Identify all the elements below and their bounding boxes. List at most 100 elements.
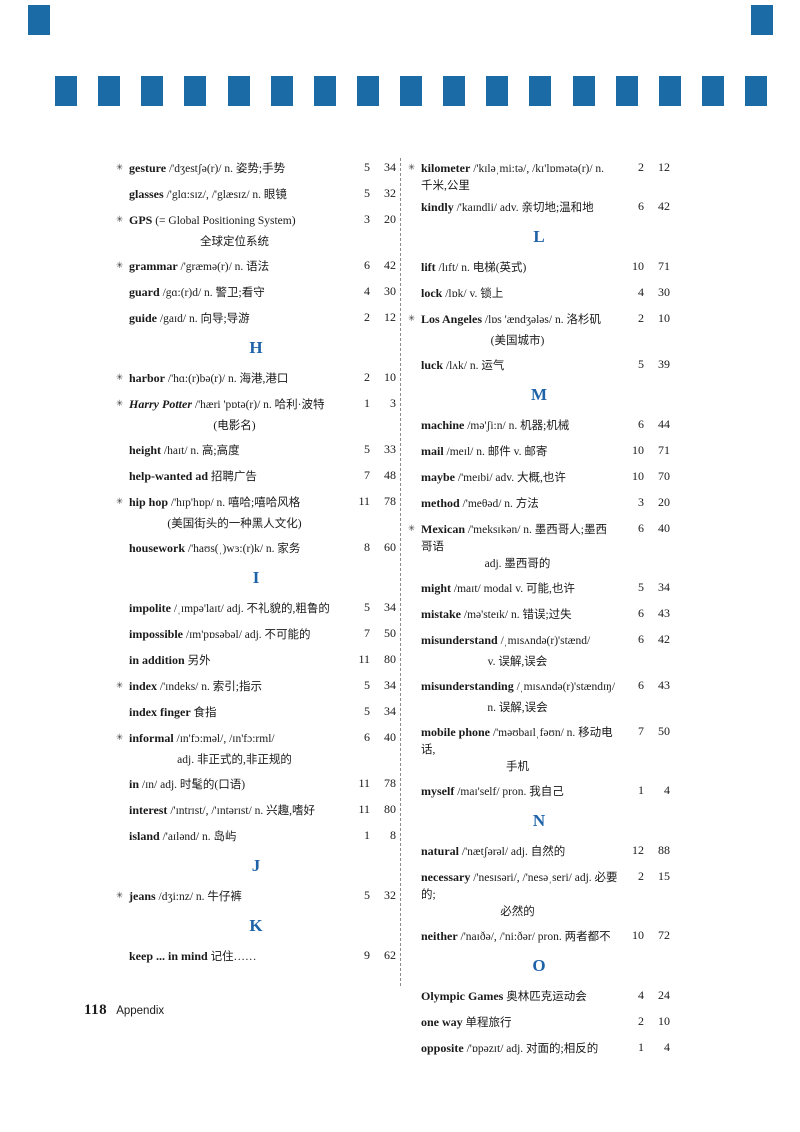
entry-text: lift /lɪft/ n. 电梯(英式) xyxy=(421,259,622,276)
entry-definition: /'məʊbaɪlˌfəʊn/ n. 移动电话, xyxy=(421,727,613,756)
entry-text: might /maɪt/ modal v. 可能,也许 xyxy=(421,580,622,597)
entry-unit-number: 1 xyxy=(638,1040,644,1054)
entry-numbers: 5 34 xyxy=(348,600,396,615)
entry-word: method xyxy=(421,496,460,510)
entry-definition: (= Global Positioning System) xyxy=(152,215,296,227)
entry-unit-number: 2 xyxy=(638,869,644,883)
entry-unit-number: 7 xyxy=(364,626,370,640)
entry-text: necessary /'nesɪsəri/, /'nesəˌseri/ adj.… xyxy=(421,869,622,903)
entry-page-number: 40 xyxy=(658,521,670,535)
entry-row: index finger 食指 5 34 xyxy=(116,699,396,725)
glossary-entry: height /haɪt/ n. 高;高度 5 33 xyxy=(116,437,396,463)
entry-row: lift /lɪft/ n. 电梯(英式) 10 71 xyxy=(408,254,670,280)
entry-row: might /maɪt/ modal v. 可能,也许 5 34 xyxy=(408,575,670,601)
entry-word: mistake xyxy=(421,607,461,621)
entry-unit-number: 11 xyxy=(358,776,370,790)
entry-text: hip hop /'hɪp'hɒp/ n. 嘻哈;嘻哈风格 xyxy=(129,494,348,511)
entry-unit-number: 5 xyxy=(364,600,370,614)
entry-definition: /'ɪndeks/ n. 索引;指示 xyxy=(157,681,262,693)
entry-word: misunderstanding xyxy=(421,679,514,693)
entry-definition: 招聘广告 xyxy=(208,471,257,483)
entry-word: one way xyxy=(421,1015,463,1029)
entry-word: keep ... in mind xyxy=(129,949,208,963)
entry-word: kindly xyxy=(421,200,454,214)
star-icon: ✳ xyxy=(116,162,124,172)
entry-unit-number: 11 xyxy=(358,494,370,508)
entry-unit-number: 10 xyxy=(632,443,644,457)
entry-page-number: 72 xyxy=(658,928,670,942)
entry-page-number: 78 xyxy=(384,494,396,508)
entry-page-number: 70 xyxy=(658,469,670,483)
glossary-entry: in /ɪn/ adj. 时髦的(口语) 11 78 xyxy=(116,771,396,797)
entry-numbers: 5 33 xyxy=(348,442,396,457)
entry-text: in /ɪn/ adj. 时髦的(口语) xyxy=(129,776,348,793)
glossary-entry: lift /lɪft/ n. 电梯(英式) 10 71 xyxy=(408,254,670,280)
entry-row: neither /'naɪðə/, /'ni:ðər/ pron. 两者都不 10… xyxy=(408,923,670,949)
entry-page-number: 10 xyxy=(384,370,396,384)
entry-word: housework xyxy=(129,541,186,555)
entry-text: index /'ɪndeks/ n. 索引;指示 xyxy=(129,678,348,695)
footer-page-number: 118 xyxy=(84,1002,108,1018)
entry-text: gesture /'dʒestʃə(r)/ n. 姿势;手势 xyxy=(129,160,348,177)
banner-square xyxy=(356,76,379,106)
entry-unit-number: 10 xyxy=(632,469,644,483)
entry-unit-number: 10 xyxy=(632,259,644,273)
entry-page-number: 80 xyxy=(384,802,396,816)
entry-numbers: 2 10 xyxy=(622,311,670,326)
entry-definition: 记住…… xyxy=(207,951,257,963)
entry-definition: /'aɪlənd/ n. 岛屿 xyxy=(159,831,237,843)
section-letter: M xyxy=(530,385,548,404)
entry-word: opposite xyxy=(421,1041,464,1055)
entry-text: opposite /'ɒpəzɪt/ adj. 对面的;相反的 xyxy=(421,1040,622,1057)
glossary-entry: housework /'haʊs(ˌ)wɜ:(r)k/ n. 家务 8 60 xyxy=(116,535,396,561)
entry-unit-number: 9 xyxy=(364,948,370,962)
column-divider xyxy=(400,158,401,986)
entry-unit-number: 4 xyxy=(364,284,370,298)
glossary-entry: myself /maɪ'self/ pron. 我自己 1 4 xyxy=(408,778,670,804)
entry-page-number: 43 xyxy=(658,606,670,620)
glossary-entry: ✳ gesture /'dʒestʃə(r)/ n. 姿势;手势 5 34 xyxy=(116,155,396,181)
entry-numbers: 11 80 xyxy=(348,802,396,817)
star-icon: ✳ xyxy=(116,260,124,270)
entry-numbers: 6 40 xyxy=(622,521,670,536)
entry-unit-number: 3 xyxy=(638,495,644,509)
footer-label: Appendix xyxy=(116,1005,165,1017)
entry-row: island /'aɪlənd/ n. 岛屿 1 8 xyxy=(116,823,396,849)
entry-row: one way 单程旅行 2 10 xyxy=(408,1009,670,1035)
banner-square xyxy=(313,76,336,106)
glossary-entry: keep ... in mind 记住…… 9 62 xyxy=(116,943,396,969)
entry-row: natural /'nætʃərəl/ adj. 自然的 12 88 xyxy=(408,838,670,864)
section-letter: J xyxy=(251,856,261,875)
entry-page-number: 40 xyxy=(384,730,396,744)
entry-word: guard xyxy=(129,285,160,299)
entry-unit-number: 5 xyxy=(364,160,370,174)
entry-numbers: 2 12 xyxy=(622,160,670,175)
entry-page-number: 3 xyxy=(390,396,396,410)
star-icon: ✳ xyxy=(408,313,416,323)
entry-row: kindly /'kaɪndli/ adv. 亲切地;温和地 6 42 xyxy=(408,194,670,220)
glossary-entry: mail /meɪl/ n. 邮件 v. 邮寄 10 71 xyxy=(408,438,670,464)
entry-unit-number: 1 xyxy=(364,828,370,842)
entry-word: lift xyxy=(421,260,436,274)
entry-numbers: 11 78 xyxy=(348,776,396,791)
entry-unit-number: 7 xyxy=(364,468,370,482)
glossary-entry: help-wanted ad 招聘广告 7 48 xyxy=(116,463,396,489)
entry-text: neither /'naɪðə/, /'ni:ðər/ pron. 两者都不 xyxy=(421,928,622,945)
entry-definition: /gɑ:(r)d/ n. 警卫;看守 xyxy=(159,287,265,299)
entry-word: Harry Potter xyxy=(129,397,192,411)
entry-row: ✳ Los Angeles /lɒs 'ændʒələs/ n. 洛杉矶 2 10 xyxy=(408,306,670,332)
entry-word: Los Angeles xyxy=(421,312,483,326)
entry-text: harbor /'hɑ:(r)bə(r)/ n. 海港,港口 xyxy=(129,370,348,387)
entry-row: ✳ jeans /dʒi:nz/ n. 牛仔裤 5 32 xyxy=(116,883,396,909)
entry-text: impossible /ɪm'pɒsəbəl/ adj. 不可能的 xyxy=(129,626,348,643)
entry-continuation: 手机 xyxy=(506,761,529,773)
entry-numbers: 5 32 xyxy=(348,186,396,201)
decorative-square-band xyxy=(55,76,767,106)
glossary-entry: neither /'naɪðə/, /'ni:ðər/ pron. 两者都不 10… xyxy=(408,923,670,949)
entry-definition: /'ɒpəzɪt/ adj. 对面的;相反的 xyxy=(463,1043,599,1055)
glossary-entry: ✳ index /'ɪndeks/ n. 索引;指示 5 34 xyxy=(116,673,396,699)
entry-numbers: 2 10 xyxy=(348,370,396,385)
banner-square xyxy=(184,76,207,106)
entry-text: index finger 食指 xyxy=(129,704,348,721)
entry-row: ✳ GPS (= Global Positioning System) 3 20 xyxy=(116,207,396,233)
